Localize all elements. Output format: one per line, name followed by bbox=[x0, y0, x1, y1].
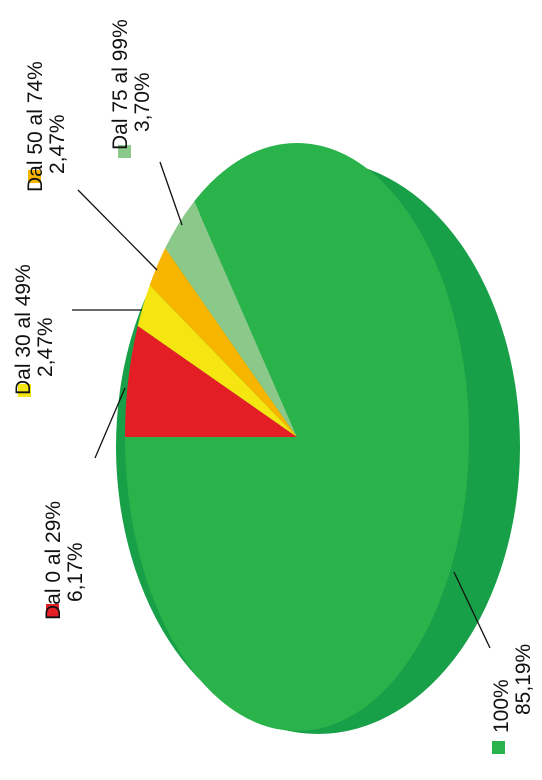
slice-percent-label: 85,19% bbox=[512, 644, 535, 715]
slice-name-label: Dal 75 al 99% bbox=[109, 19, 132, 150]
slice-name-label: 100% bbox=[490, 679, 513, 733]
slice-percent-label: 2,47% bbox=[46, 114, 69, 174]
slice-name-label: Dal 0 al 29% bbox=[42, 501, 65, 620]
pie-slice-1 bbox=[125, 325, 297, 437]
leader-line-3 bbox=[77, 189, 158, 271]
slice-percent-label: 2,47% bbox=[34, 317, 57, 377]
pie-slice-4 bbox=[165, 201, 297, 437]
leader-line-5 bbox=[453, 571, 491, 649]
pie-slices bbox=[125, 143, 469, 732]
slice-labels: Dal 0 al 29% 6,17%Dal 30 al 49% 2,47%Dal 5… bbox=[12, 19, 535, 754]
slice-percent-label: 3,70% bbox=[131, 72, 154, 132]
slice-label-group-2: Dal 30 al 49% 2,47% bbox=[12, 264, 57, 395]
slice-label-group-3: Dal 50 al 74% 2,47% bbox=[24, 61, 69, 192]
pie-slice-2 bbox=[137, 285, 297, 437]
slice-name-label: Dal 30 al 49% bbox=[12, 264, 35, 395]
legend-marker-3 bbox=[28, 170, 41, 183]
leader-line-1 bbox=[94, 387, 126, 459]
legend-marker-5 bbox=[492, 741, 505, 754]
slice-percent-label: 6,17% bbox=[64, 542, 87, 602]
legend-marker-1 bbox=[46, 604, 59, 617]
pie-slice-3 bbox=[149, 248, 297, 437]
pie-slice-5 bbox=[125, 143, 469, 732]
slice-label-group-1: Dal 0 al 29% 6,17% bbox=[42, 501, 87, 620]
leader-line-4 bbox=[159, 161, 183, 226]
leader-lines bbox=[72, 161, 491, 649]
legend-marker-2 bbox=[18, 384, 31, 397]
legend-marker-4 bbox=[118, 145, 131, 158]
slice-label-group-4: Dal 75 al 99% 3,70% bbox=[109, 19, 154, 150]
slice-label-group-5: 100% 85,19% bbox=[490, 644, 535, 733]
slice-name-label: Dal 50 al 74% bbox=[24, 61, 47, 192]
